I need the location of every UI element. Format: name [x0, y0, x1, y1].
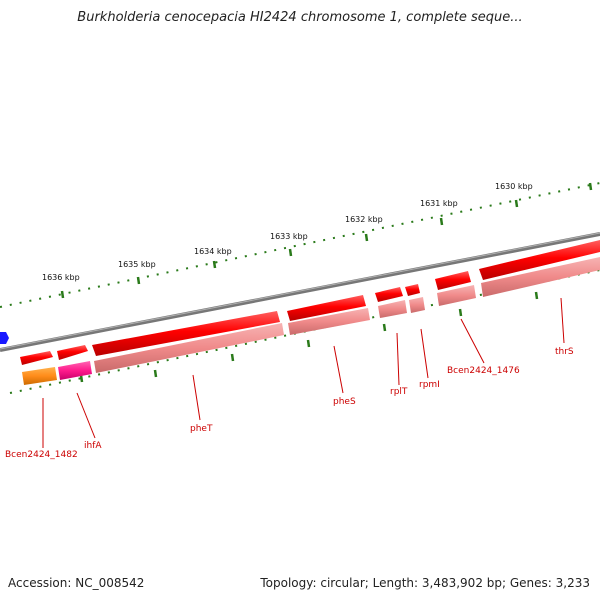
- scale-label: 1636 kbp: [42, 273, 80, 282]
- gene-arrow[interactable]: [435, 271, 471, 290]
- gene-labels: Bcen2424_1482 ihfA pheT pheS rplT rpmI B…: [5, 347, 574, 460]
- outer-tick-track: [0, 182, 600, 308]
- gene-arrow[interactable]: [479, 240, 600, 280]
- scale-label: 1634 kbp: [194, 247, 232, 256]
- inner-major-ticks: [79, 291, 539, 383]
- gene-arrow[interactable]: [405, 284, 420, 296]
- gene-block[interactable]: [437, 285, 476, 306]
- gene-label[interactable]: Bcen2424_1476: [447, 366, 520, 376]
- map-title: Burkholderia cenocepacia HI2424 chromoso…: [77, 10, 523, 25]
- gene-label[interactable]: rplT: [390, 387, 408, 397]
- chromosome-backbone-highlight: [0, 232, 600, 350]
- outer-major-ticks: [60, 182, 593, 299]
- gene-label-leaders: [42, 297, 565, 448]
- scale-label: 1632 kbp: [345, 215, 383, 224]
- gene-label[interactable]: ihfA: [84, 441, 102, 451]
- gene-arrow[interactable]: [92, 311, 280, 356]
- forward-gene-track: [20, 240, 600, 365]
- gene-block[interactable]: [288, 308, 370, 335]
- scale-label: 1630 kbp: [495, 182, 533, 191]
- gene-label[interactable]: rpmI: [419, 380, 440, 390]
- scale-labels: 1636 kbp 1635 kbp 1634 kbp 1633 kbp 1632…: [42, 182, 533, 282]
- scale-label: 1631 kbp: [420, 199, 458, 208]
- gene-label[interactable]: Bcen2424_1482: [5, 450, 78, 460]
- gene-arrow[interactable]: [375, 287, 403, 302]
- gene-block[interactable]: [94, 323, 284, 373]
- gene-arrow[interactable]: [20, 351, 53, 365]
- gene-block[interactable]: [409, 297, 425, 313]
- gene-arrow[interactable]: [57, 345, 88, 360]
- gene-label[interactable]: pheS: [333, 397, 356, 407]
- gene-block[interactable]: [22, 367, 57, 385]
- feature-track: [22, 257, 600, 385]
- topology-info: Topology: circular; Length: 3,483,902 bp…: [260, 576, 590, 590]
- gene-label[interactable]: thrS: [555, 347, 574, 357]
- gene-arrow[interactable]: [287, 295, 366, 321]
- gene-block[interactable]: [378, 300, 407, 318]
- origin-marker-icon: [0, 332, 9, 344]
- chromosome-backbone: [0, 232, 600, 352]
- gene-block[interactable]: [481, 257, 600, 297]
- gene-block[interactable]: [58, 361, 92, 380]
- gene-label[interactable]: pheT: [190, 424, 213, 434]
- accession-info: Accession: NC_008542: [8, 576, 145, 590]
- scale-label: 1635 kbp: [118, 260, 156, 269]
- scale-label: 1633 kbp: [270, 232, 308, 241]
